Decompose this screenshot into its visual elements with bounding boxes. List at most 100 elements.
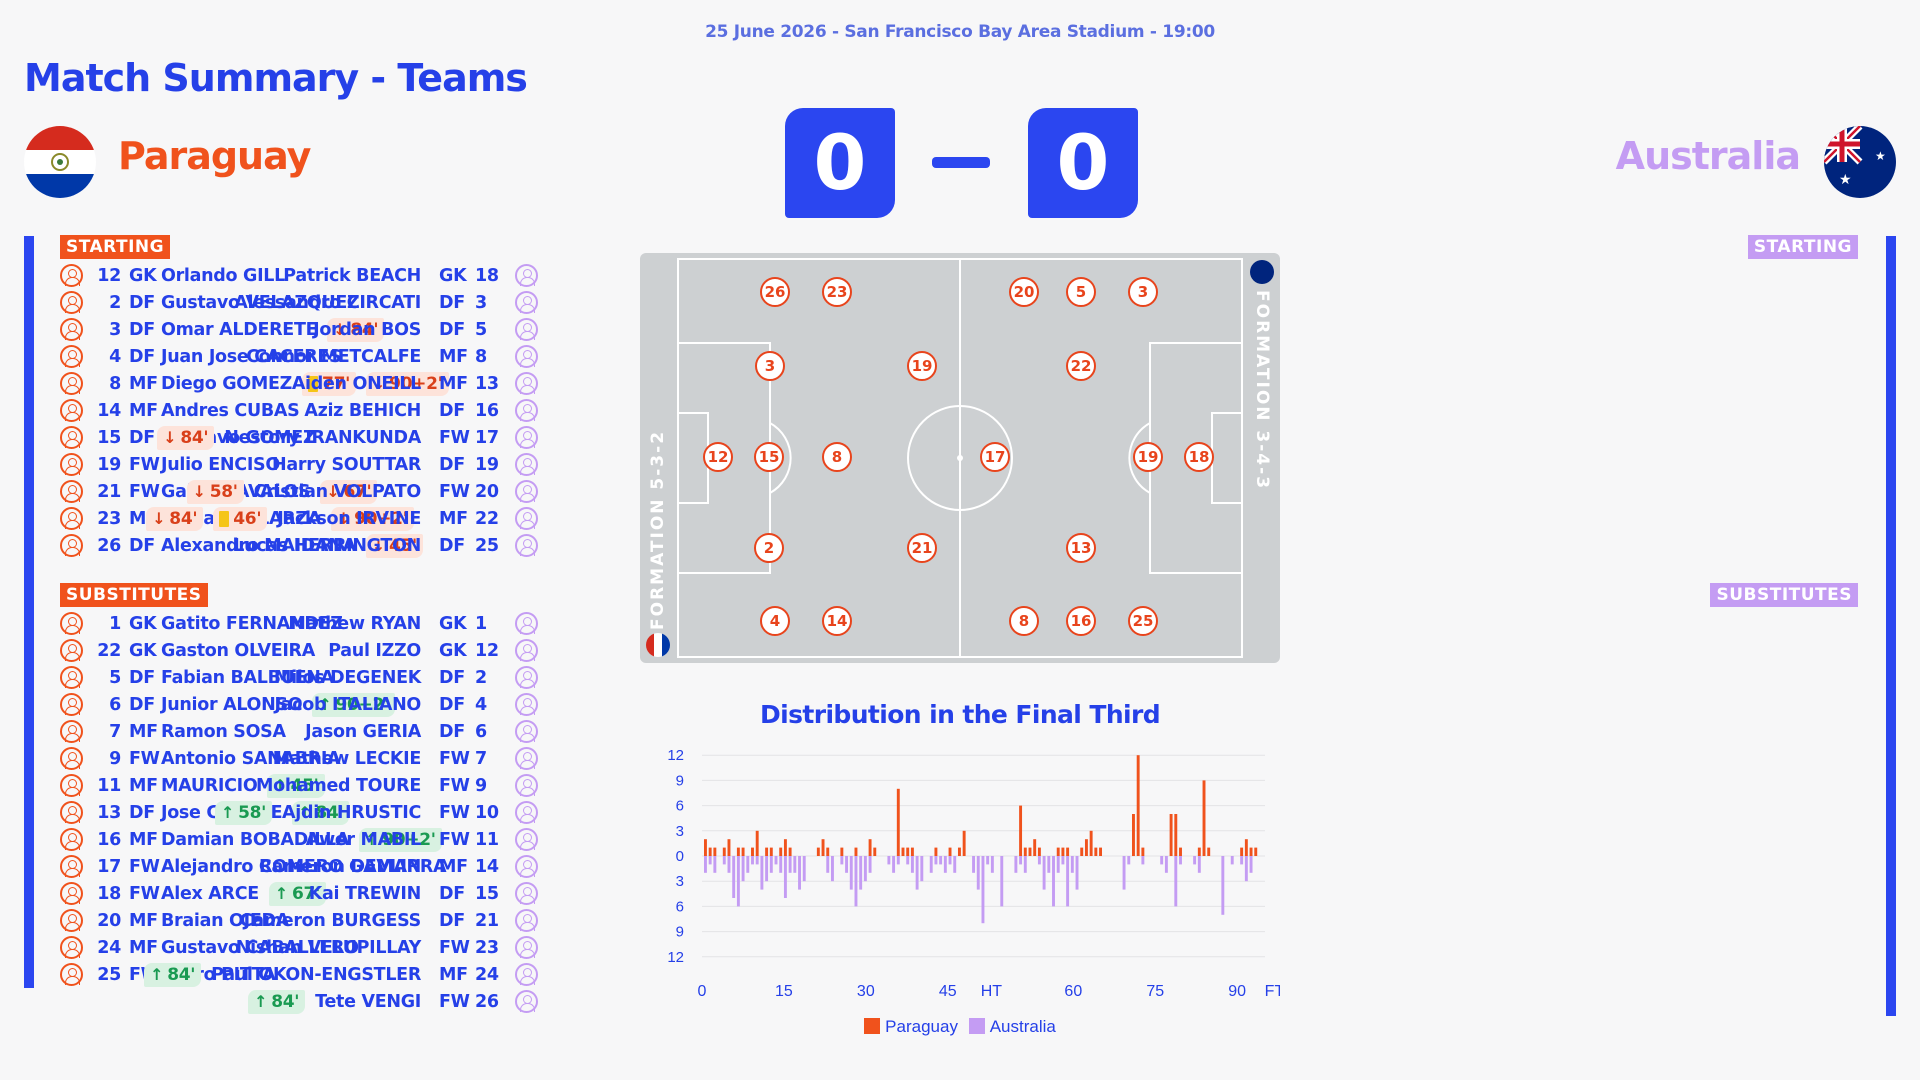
player-row[interactable]: Cameron DEVLIN MF 14 (259, 853, 538, 880)
bar-paraguay (962, 830, 966, 856)
player-row[interactable]: Nishan VELUPILLAY FW 23 (236, 934, 538, 961)
player-avatar-icon (60, 666, 83, 689)
player-row[interactable]: Kai TREWIN DF 15 (309, 880, 538, 907)
player-name: Diego GOMEZ (161, 373, 293, 394)
player-row[interactable]: 4 DF Juan Jose CACERES (60, 343, 342, 370)
player-avatar-icon (515, 855, 538, 878)
home-pitch-player[interactable]: 21 (907, 533, 937, 563)
player-row[interactable]: Jacob ITALIANO DF 4 (275, 691, 538, 718)
home-pitch-player[interactable]: 12 (703, 442, 733, 472)
player-number: 17 (475, 427, 499, 448)
player-row[interactable]: Harry SOUTTAR DF 19 (272, 451, 538, 478)
player-row[interactable]: ↑ 84' Paul OKON-ENGSTLER MF 24 (144, 961, 538, 988)
y-tick-label: 6 (676, 898, 684, 915)
player-row[interactable]: ↓ 84' Nestory IRANKUNDA FW 17 (157, 424, 538, 451)
player-row[interactable]: Mathew LECKIE FW 7 (273, 745, 538, 772)
player-row[interactable]: 2 DF Gustavo VELAZQUEZ (60, 289, 360, 316)
player-row[interactable]: Jordan BOS DF 5 (313, 316, 538, 343)
player-row[interactable]: 14 MF Andres CUBAS (60, 397, 300, 424)
player-name: Alex ARCE (161, 883, 259, 904)
player-name: Patrick BEACH (283, 265, 421, 286)
player-position: FW (439, 748, 470, 769)
away-pitch-player[interactable]: 5 (1066, 277, 1096, 307)
event-minute: 90+2' (382, 829, 436, 850)
player-row[interactable]: 17 FW Alejandro ROMERO GAMARRA (60, 853, 447, 880)
bar-paraguay (910, 847, 914, 856)
event-minute: 58' (238, 802, 267, 823)
player-row[interactable]: 6 DF Junior ALONSO ↑ 90+2' (60, 691, 395, 718)
player-row[interactable]: 24 MF Gustavo CABALLERO (60, 934, 359, 961)
player-row[interactable]: Milos DEGENEK DF 2 (274, 664, 538, 691)
player-row[interactable]: 20 MF Braian OJEDA (60, 907, 289, 934)
home-pitch-player[interactable]: 8 (822, 442, 852, 472)
player-name: Antonio SANABRIA (161, 748, 341, 769)
player-avatar-icon (60, 318, 83, 341)
player-row[interactable]: Mohamed TOURE FW 9 (256, 772, 538, 799)
player-row[interactable]: 3 DF Omar ALDERETE ↓ 84' (60, 316, 385, 343)
bar-paraguay (708, 847, 712, 856)
player-row[interactable]: Paul IZZO GK 12 (328, 637, 538, 664)
bar-paraguay (1207, 847, 1211, 856)
player-number: 26 (97, 535, 121, 556)
home-pitch-player[interactable]: 23 (822, 277, 852, 307)
player-row[interactable]: Awer MABIL FW 11 (306, 826, 538, 853)
player-row[interactable]: Aziz BEHICH DF 16 (304, 397, 538, 424)
player-row[interactable]: 7 MF Ramon SOSA (60, 718, 286, 745)
player-row[interactable]: ↓ 58' Cristian VOLPATO FW 20 (186, 478, 538, 505)
player-row[interactable]: 22 GK Gaston OLVEIRA (60, 637, 315, 664)
bar-paraguay (1094, 847, 1098, 856)
home-pitch-player[interactable]: 19 (907, 351, 937, 381)
player-row[interactable]: Aiden ONEILL MF 13 (292, 370, 538, 397)
player-row[interactable]: 1 GK Gatito FERNANDEZ (60, 610, 343, 637)
home-pitch-player[interactable]: 17 (980, 442, 1010, 472)
player-number: 10 (475, 802, 499, 823)
home-pitch-player[interactable]: 4 (760, 606, 790, 636)
home-pitch-player[interactable]: 3 (755, 351, 785, 381)
player-row[interactable]: 16 MF Damian BOBADILLA ↑ 90+2' (60, 826, 442, 853)
player-name: Cameron BURGESS (239, 910, 422, 931)
away-pitch-player[interactable]: 19 (1133, 442, 1163, 472)
player-position: MF (439, 508, 468, 529)
bar-paraguay (906, 847, 910, 856)
away-score: 0 (1028, 108, 1138, 218)
bar-australia (1061, 856, 1065, 865)
home-pitch-player[interactable]: 26 (760, 277, 790, 307)
away-pitch-player[interactable]: 18 (1184, 442, 1214, 472)
player-avatar-icon (515, 264, 538, 287)
player-row[interactable]: 26 DF Alexandro MAIDANA ↓ 45' (60, 532, 423, 559)
bar-australia (854, 856, 858, 907)
player-row[interactable]: 18 FW Alex ARCE ↑ 67' (60, 880, 326, 907)
player-row[interactable]: ↓ 84' 46' Jackson IRVINE MF 22 (146, 505, 538, 532)
player-avatar-icon (60, 747, 83, 770)
away-pitch-player[interactable]: 8 (1009, 606, 1039, 636)
player-row[interactable]: 9 FW Antonio SANABRIA (60, 745, 341, 772)
event-minute: 84' (169, 508, 198, 529)
away-pitch-player[interactable]: 3 (1128, 277, 1158, 307)
player-row[interactable]: 8 MF Diego GOMEZ 77' ↓ 90+2' (60, 370, 449, 397)
player-row[interactable]: Lucas HERRINGTON DF 25 (233, 532, 538, 559)
away-pitch-player[interactable]: 22 (1066, 351, 1096, 381)
player-row[interactable]: 19 FW Julio ENCISO (60, 451, 280, 478)
home-pitch-player[interactable]: 15 (754, 442, 784, 472)
sub-off-badge: ↓ 84' (157, 425, 215, 450)
away-pitch-player[interactable]: 16 (1066, 606, 1096, 636)
player-row[interactable]: Mathew RYAN GK 1 (288, 610, 538, 637)
away-pitch-player[interactable]: 13 (1066, 533, 1096, 563)
bar-australia (798, 856, 801, 890)
player-row[interactable]: ↑ 58' Ajdin HRUSTIC FW 10 (214, 799, 538, 826)
player-row[interactable]: 5 DF Fabian BALBUENA (60, 664, 334, 691)
player-name: MAURICIO (161, 775, 258, 796)
player-row[interactable]: Jason GERIA DF 6 (305, 718, 538, 745)
player-row[interactable]: Patrick BEACH GK 18 (283, 262, 538, 289)
home-pitch-player[interactable]: 2 (754, 533, 784, 563)
player-row[interactable]: Connor METCALFE MF 8 (246, 343, 538, 370)
player-row[interactable]: 12 GK Orlando GILL (60, 262, 285, 289)
player-name: Connor METCALFE (246, 346, 421, 367)
player-row[interactable]: Cameron BURGESS DF 21 (240, 907, 538, 934)
player-row[interactable]: 11 MF MAURICIO ↑ 45' (60, 772, 325, 799)
player-row[interactable]: ↑ 84' Tete VENGI FW 26 (248, 988, 538, 1015)
away-pitch-player[interactable]: 25 (1128, 606, 1158, 636)
away-pitch-player[interactable]: 20 (1009, 277, 1039, 307)
player-row[interactable]: Alessandro CIRCATI DF 3 (234, 289, 538, 316)
home-pitch-player[interactable]: 14 (822, 606, 852, 636)
